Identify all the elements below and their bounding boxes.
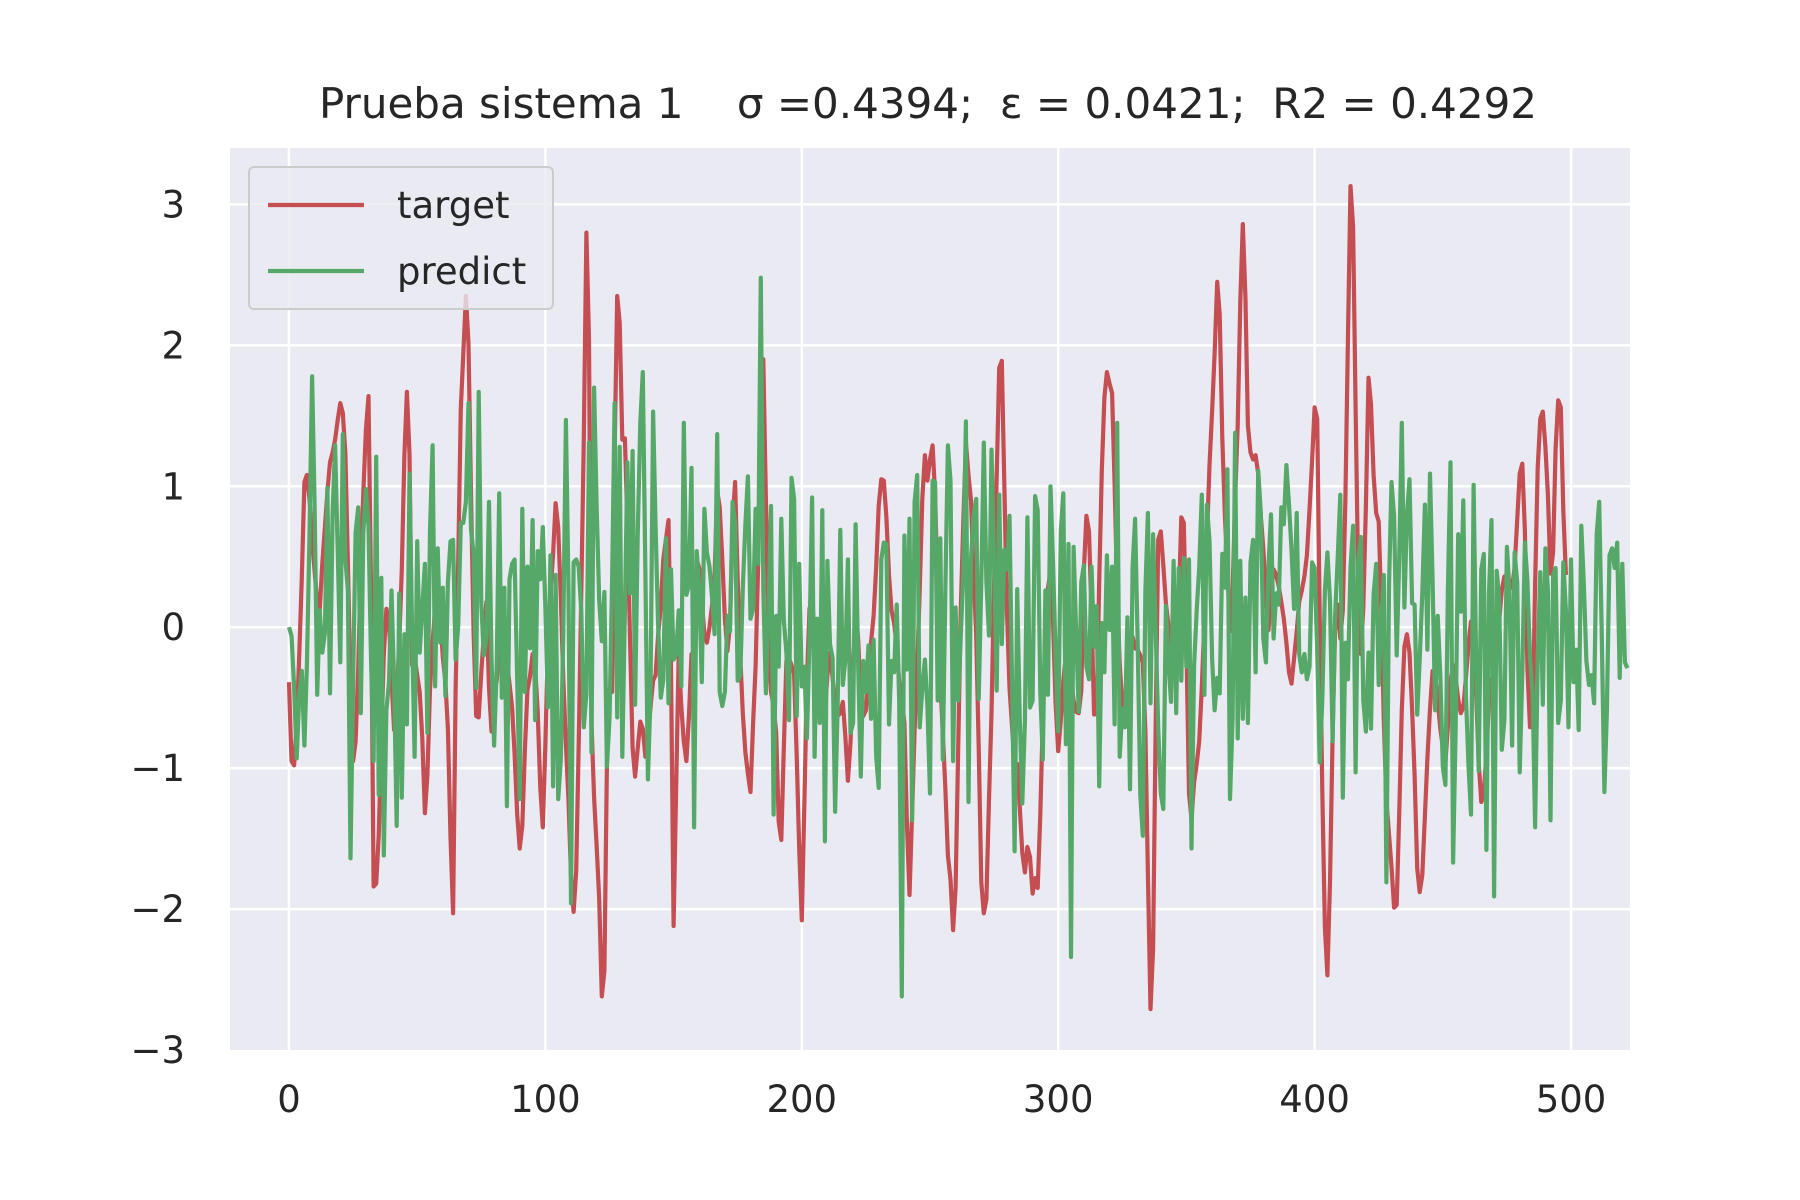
x-tick-label: 300: [1023, 1078, 1094, 1121]
series-layer: [286, 184, 1630, 1012]
predict-series-line: [286, 275, 1630, 999]
x-tick-label: 0: [277, 1078, 301, 1121]
legend-label-target: target: [397, 184, 510, 227]
chart-title: Prueba sistema 1 σ =0.4394; ε = 0.0421; …: [319, 79, 1537, 128]
x-tick-label: 200: [766, 1078, 837, 1121]
legend-box: [248, 166, 554, 310]
x-tick-label: 500: [1536, 1078, 1607, 1121]
legend: target predict: [248, 166, 554, 310]
y-tick-label: −2: [130, 888, 185, 931]
x-tick-labels: 0 100 200 300 400 500: [277, 1078, 1606, 1121]
y-tick-label: 0: [161, 606, 185, 649]
x-tick-label: 100: [510, 1078, 581, 1121]
y-tick-label: 2: [161, 324, 185, 367]
y-tick-label: −3: [130, 1029, 185, 1072]
x-tick-label: 400: [1279, 1078, 1350, 1121]
y-tick-label: −1: [130, 747, 185, 790]
y-tick-label: 3: [161, 183, 185, 226]
y-tick-label: 1: [161, 465, 185, 508]
legend-label-predict: predict: [397, 250, 526, 293]
y-tick-labels: 3 2 1 0 −1 −2 −3: [130, 183, 185, 1072]
